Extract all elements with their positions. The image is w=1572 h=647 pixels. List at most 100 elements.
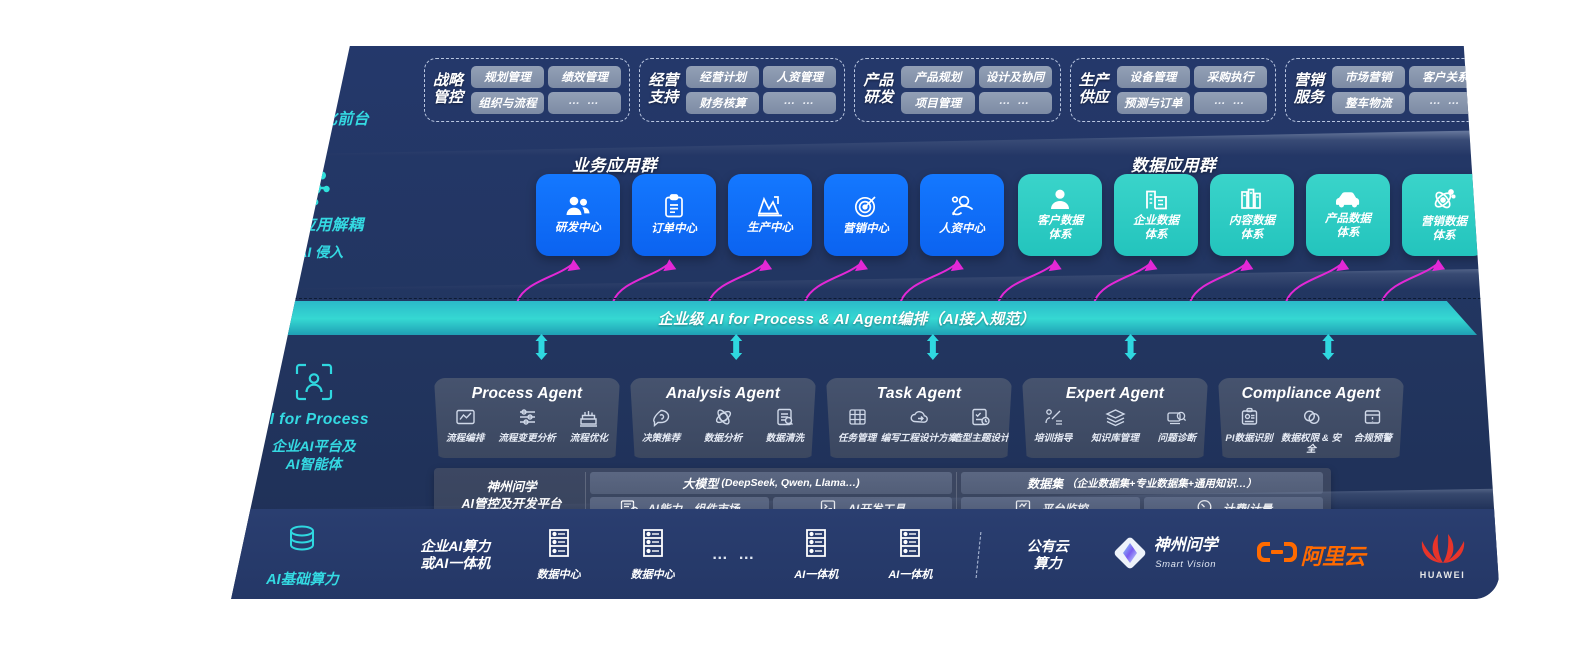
domain-chip[interactable]: 规划管理 bbox=[471, 66, 545, 88]
domain-chip[interactable]: 预测与订单 bbox=[1116, 92, 1190, 114]
rail-title: AI基础算力 bbox=[266, 571, 339, 588]
domain-chip[interactable]: 项目管理 bbox=[901, 92, 975, 114]
domain-chip[interactable]: 设计及协同 bbox=[978, 66, 1052, 88]
domain-chip[interactable]: 市场营销 bbox=[1331, 66, 1405, 88]
domain-chip-more[interactable]: … … bbox=[978, 92, 1052, 114]
agent-feature-label: 数据分析 bbox=[703, 433, 743, 444]
agent-feature[interactable]: 任务管理 bbox=[826, 407, 887, 445]
agent-card-process[interactable]: Process Agent 流程编排 流程变更分析 流程优化 bbox=[434, 378, 620, 458]
domain-chip[interactable]: 绩效管理 bbox=[548, 66, 622, 88]
domain-group[interactable]: 生产 供应 设备管理 采购执行 预测与订单 … … bbox=[1069, 58, 1276, 122]
domain-group[interactable]: 营销 服务 市场营销 客户关系 整车物流 … … bbox=[1284, 58, 1492, 122]
domain-chip[interactable]: 客户关系 bbox=[1408, 66, 1483, 88]
domain-chip[interactable]: 财务核算 bbox=[686, 92, 760, 114]
agent-feature[interactable]: 流程变更分析 bbox=[496, 407, 557, 445]
data-card-customer[interactable]: 客户数据 体系 bbox=[1018, 174, 1102, 256]
rail-title: 企业 应用解耦 bbox=[263, 217, 364, 235]
data-card-marketing[interactable]: 营销数据 体系 bbox=[1402, 174, 1486, 256]
logo-huawei[interactable]: HUAWEI bbox=[1386, 530, 1499, 580]
person-network-icon bbox=[950, 194, 975, 218]
layer-infrastructure: AI基础算力 企业AI算力 或AI一体机 数据中心 数据中心 … … bbox=[230, 509, 1499, 599]
agent-feature[interactable]: 合规预警 bbox=[1342, 407, 1403, 455]
data-card-enterprise[interactable]: 企业数据 体系 bbox=[1114, 174, 1198, 256]
brain-head-icon bbox=[294, 63, 334, 103]
domain-name-line1: 营销 bbox=[1293, 72, 1324, 90]
agent-feature[interactable]: 决策推荐 bbox=[630, 407, 691, 445]
agent-feature[interactable]: 流程编排 bbox=[434, 407, 495, 445]
platform-model-header[interactable]: 大模型 (DeepSeek, Qwen, Llama…) bbox=[590, 472, 952, 494]
orchestration-banner[interactable]: 企业级 AI for Process & AI Agent编排（AI接入规范） bbox=[230, 301, 1477, 335]
data-card-label-line1: 客户数据 bbox=[1037, 214, 1083, 227]
agent-feature[interactable]: PI数据识别 bbox=[1218, 407, 1279, 455]
agent-feature[interactable]: 培训指导 bbox=[1022, 407, 1083, 445]
agent-feature[interactable]: 数据清洗 bbox=[754, 407, 815, 445]
infra-label-line1: 企业AI算力 bbox=[420, 537, 491, 554]
doc-check-icon bbox=[970, 407, 991, 432]
agent-name: Compliance Agent bbox=[1241, 385, 1381, 402]
agent-feature[interactable]: 知识库管理 bbox=[1084, 407, 1145, 445]
app-card-rd[interactable]: 研发中心 bbox=[536, 174, 620, 256]
domain-chip[interactable]: 设备管理 bbox=[1116, 66, 1190, 88]
domain-name-line2: 服务 bbox=[1293, 89, 1324, 106]
domain-chip[interactable]: 产品规划 bbox=[901, 66, 975, 88]
domain-group[interactable]: 战略 管控 规划管理 绩效管理 组织与流程 … … bbox=[424, 58, 631, 122]
agent-card-compliance[interactable]: Compliance Agent PI数据识别 数据权限 & 安全 合规预 bbox=[1218, 378, 1404, 458]
agent-feature[interactable]: 流程优化 bbox=[558, 407, 619, 445]
domain-chip[interactable]: 经营计划 bbox=[686, 66, 760, 88]
agent-feature[interactable]: 数据权限 & 安全 bbox=[1280, 407, 1341, 455]
app-card-label: 订单中心 bbox=[651, 222, 697, 235]
agent-feature[interactable]: 数据分析 bbox=[692, 407, 753, 445]
rail-decoupling: 企业 应用解耦 & AI 侵入 bbox=[231, 150, 421, 278]
rail-front-office: 企业数智化前台 bbox=[231, 46, 421, 146]
logo-aliyun[interactable]: 阿里云 bbox=[1236, 539, 1386, 571]
infra-node-label: 数据中心 bbox=[630, 569, 675, 582]
agent-card-task[interactable]: Task Agent 任务管理 编写工程设计方案 造型主题设计 bbox=[826, 378, 1012, 458]
person-scan-icon bbox=[293, 361, 335, 403]
domain-chip-more[interactable]: … … bbox=[1408, 92, 1483, 114]
domain-name-line2: 研发 bbox=[863, 89, 894, 106]
domain-chip-more[interactable]: … … bbox=[763, 92, 837, 114]
infra-label-line2: 或AI一体机 bbox=[420, 555, 491, 571]
infra-node-datacenter-2[interactable]: 数据中心 bbox=[606, 527, 700, 583]
rail-subtitle-line2: AI智能体 bbox=[285, 455, 342, 472]
agent-card-expert[interactable]: Expert Agent 培训指导 知识库管理 问题诊断 bbox=[1022, 378, 1208, 458]
platform-dataset-header[interactable]: 数据集 （企业数据集+专业数据集+通用知识…） bbox=[961, 472, 1323, 494]
data-card-label-line1: 企业数据 bbox=[1133, 214, 1179, 227]
domain-chip[interactable]: 采购执行 bbox=[1193, 66, 1267, 88]
logo-smart-vision[interactable]: 神州问学 Smart Vision bbox=[1095, 536, 1236, 575]
agent-feature-label: 问题诊断 bbox=[1157, 433, 1197, 444]
agent-feature-label: 造型主题设计 bbox=[952, 433, 1010, 444]
data-card-label-line2: 体系 bbox=[1048, 228, 1072, 241]
domain-name-line2: 供应 bbox=[1078, 89, 1109, 106]
domain-chip[interactable]: 人资管理 bbox=[763, 66, 837, 88]
domain-group[interactable]: 产品 研发 产品规划 设计及协同 项目管理 … … bbox=[854, 58, 1061, 122]
domain-chip[interactable]: 组织与流程 bbox=[471, 92, 545, 114]
agent-feature-label: 数据权限 & 安全 bbox=[1280, 433, 1342, 455]
domain-chip-more[interactable]: … … bbox=[548, 92, 622, 114]
domain-group-list: 战略 管控 规划管理 绩效管理 组织与流程 … … 经营 支持 bbox=[424, 58, 1492, 122]
domain-chip-more[interactable]: … … bbox=[1193, 92, 1267, 114]
app-card-marketing[interactable]: 营销中心 bbox=[824, 174, 908, 256]
agent-feature[interactable]: 问题诊断 bbox=[1146, 407, 1207, 445]
diagram-panel: 企业数智化前台 战略 管控 规划管理 绩效管理 组织与流程 … … bbox=[230, 45, 1500, 600]
server-icon bbox=[801, 527, 831, 564]
sliders-icon bbox=[517, 407, 538, 432]
app-card-hr[interactable]: 人资中心 bbox=[920, 174, 1004, 256]
data-card-content[interactable]: 内容数据 体系 bbox=[1210, 174, 1294, 256]
agent-feature[interactable]: 造型主题设计 bbox=[950, 407, 1011, 445]
domain-group[interactable]: 经营 支持 经营计划 人资管理 财务核算 … … bbox=[639, 58, 846, 122]
app-card-production[interactable]: 生产中心 bbox=[728, 174, 812, 256]
infra-label-line2: 算力 bbox=[1033, 555, 1062, 571]
agent-card-analysis[interactable]: Analysis Agent 决策推荐 数据分析 数据清洗 bbox=[630, 378, 816, 458]
teacher-icon bbox=[1043, 407, 1064, 432]
layer-ai-for-process: AI for Process 企业AI平台及 AI智能体 Process Age… bbox=[231, 346, 1499, 524]
infra-node-datacenter-1[interactable]: 数据中心 bbox=[512, 527, 606, 583]
domain-chip[interactable]: 整车物流 bbox=[1331, 92, 1405, 114]
app-card-order[interactable]: 订单中心 bbox=[632, 174, 716, 256]
infra-node-allinone-1[interactable]: AI一体机 bbox=[769, 527, 863, 583]
agent-feature[interactable]: 编写工程设计方案 bbox=[881, 407, 957, 445]
data-card-product[interactable]: 产品数据 体系 bbox=[1306, 174, 1390, 256]
infra-node-allinone-2[interactable]: AI一体机 bbox=[863, 527, 957, 583]
agent-feature-label: 流程优化 bbox=[569, 433, 609, 444]
server-icon bbox=[638, 527, 668, 564]
